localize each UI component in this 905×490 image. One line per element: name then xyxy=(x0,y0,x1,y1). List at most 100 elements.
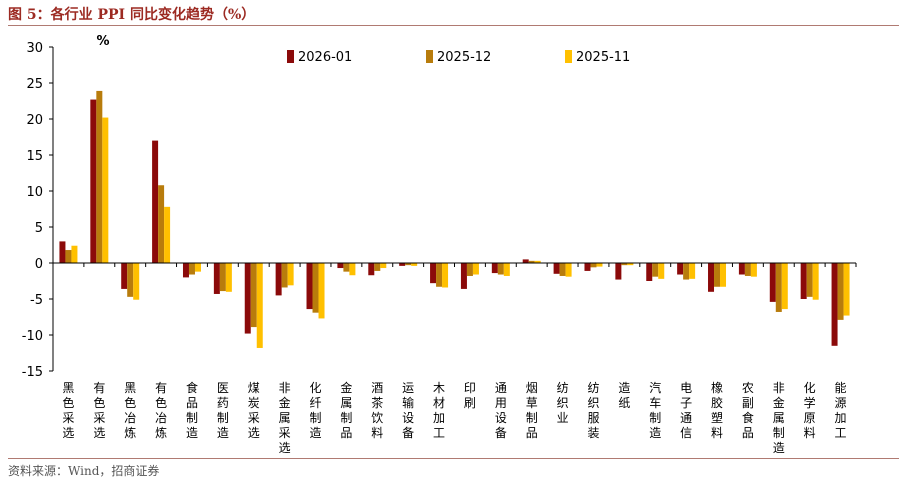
bar-2025-12-医药制造 xyxy=(219,263,226,292)
y-tick-label: 30 xyxy=(26,41,43,56)
y-tick-label: 25 xyxy=(26,77,43,92)
bar-2026-01-有色冶炼 xyxy=(152,140,159,263)
legend-swatch-2026-01 xyxy=(287,50,294,63)
bar-2025-12-电子通信 xyxy=(683,263,690,280)
bar-2025-12-运输设备 xyxy=(405,263,412,266)
legend-label-2025-12: 2025-12 xyxy=(437,50,491,65)
bar-2025-11-汽车制造 xyxy=(658,263,665,279)
bar-2025-11-食品制造 xyxy=(194,263,201,272)
bar-2025-12-有色冶炼 xyxy=(158,185,165,263)
bar-2026-01-木材加工 xyxy=(430,263,437,284)
y-tick-label: -10 xyxy=(22,329,43,344)
category-label: 食品制造 xyxy=(186,380,198,440)
ppi-bar-chart: -15 -10 -5 0 5 10 15 20 25 30 黑色采选 有色采选 黑色冶炼 有色冶炼 食品制造… xyxy=(22,34,857,455)
category-label: 汽车制造 xyxy=(649,380,661,440)
y-tick-label: 20 xyxy=(26,113,43,128)
bar-2025-11-黑色冶炼 xyxy=(133,263,140,300)
bar-2026-01-造纸 xyxy=(615,263,622,280)
y-tick-label: -5 xyxy=(30,293,43,308)
bar-2025-11-黑色采选 xyxy=(71,245,78,263)
legend-swatch-2025-12 xyxy=(426,50,433,63)
category-label: 非金属制造 xyxy=(773,381,785,455)
category-label: 有色采选 xyxy=(93,381,105,440)
bottom-rule xyxy=(8,458,899,459)
bar-2025-11-印刷 xyxy=(472,263,479,275)
unit-label: % xyxy=(96,34,109,49)
y-tick-label: 0 xyxy=(35,257,43,272)
bar-2026-01-非金属制造 xyxy=(769,263,776,302)
bar-2026-01-非金属采选 xyxy=(275,263,282,296)
bar-2025-12-纺织服装 xyxy=(590,263,597,268)
bar-2026-01-纺织服装 xyxy=(584,263,591,271)
bar-2026-01-印刷 xyxy=(460,263,467,289)
bar-2026-01-煤炭采选 xyxy=(244,263,251,334)
bar-2025-12-能源加工 xyxy=(837,263,844,320)
category-label: 金属制品 xyxy=(340,380,352,440)
category-label: 运输设备 xyxy=(402,381,414,440)
bar-2025-11-煤炭采选 xyxy=(256,263,263,348)
bar-2026-01-化学原料 xyxy=(800,263,807,299)
category-label: 黑色采选 xyxy=(62,381,74,440)
category-label: 木材加工 xyxy=(433,381,445,440)
bar-2025-11-有色冶炼 xyxy=(164,206,171,263)
bar-2025-11-非金属制造 xyxy=(781,263,788,310)
bar-2025-11-运输设备 xyxy=(411,263,418,266)
source-note: 资料来源：Wind，招商证券 xyxy=(8,464,160,478)
category-label: 非金属采选 xyxy=(279,381,291,455)
bar-2025-11-化纤制造 xyxy=(318,263,325,319)
bar-2026-01-通用设备 xyxy=(491,263,498,274)
bar-2025-12-酒茶饮料 xyxy=(374,263,381,271)
bar-2025-11-电子通信 xyxy=(689,263,696,279)
bar-2025-12-食品制造 xyxy=(188,263,195,275)
category-label: 电子通信 xyxy=(680,381,692,440)
y-tick-label: 10 xyxy=(26,185,43,200)
bar-2026-01-能源加工 xyxy=(831,263,838,346)
category-label: 橡胶塑料 xyxy=(711,381,723,440)
y-tick-label: 15 xyxy=(26,149,43,164)
category-label: 有色冶炼 xyxy=(155,381,167,440)
bar-2025-11-能源加工 xyxy=(843,263,850,316)
bar-2025-11-通用设备 xyxy=(503,263,510,276)
y-tick-label: 5 xyxy=(35,221,43,236)
category-label: 黑色冶炼 xyxy=(124,381,136,440)
bar-2026-01-金属制品 xyxy=(337,263,344,269)
bar-2026-01-食品制造 xyxy=(182,263,189,278)
bar-2026-01-橡胶塑料 xyxy=(708,263,715,292)
bar-2026-01-化纤制造 xyxy=(306,263,313,310)
bar-2025-12-非金属采选 xyxy=(281,263,288,288)
bar-2025-12-纺织业 xyxy=(559,263,566,276)
bar-2025-12-木材加工 xyxy=(436,263,443,287)
category-label: 农副食品 xyxy=(742,381,754,440)
bar-2025-11-纺织业 xyxy=(565,263,572,277)
category-label: 化学原料 xyxy=(804,381,816,440)
bar-2025-12-黑色采选 xyxy=(65,250,72,263)
bar-2025-12-煤炭采选 xyxy=(250,263,257,328)
bar-2025-12-化学原料 xyxy=(806,263,813,297)
bar-2025-11-非金属采选 xyxy=(287,263,294,286)
legend-label-2025-11: 2025-11 xyxy=(576,50,630,65)
bar-2025-12-印刷 xyxy=(466,263,473,276)
category-label: 通用设备 xyxy=(495,381,507,440)
bar-2025-11-化学原料 xyxy=(812,263,819,300)
bar-2025-11-橡胶塑料 xyxy=(720,263,727,287)
bar-2025-12-汽车制造 xyxy=(652,263,659,277)
category-label: 纺织服装 xyxy=(587,381,599,440)
bar-2025-12-通用设备 xyxy=(497,263,504,275)
bar-2025-11-烟草制品 xyxy=(534,260,541,263)
bar-2026-01-农副食品 xyxy=(738,263,745,275)
bar-2025-12-有色采选 xyxy=(96,90,103,263)
y-tick-label: -15 xyxy=(22,365,43,380)
bar-2025-12-化纤制造 xyxy=(312,263,319,313)
bar-2025-11-木材加工 xyxy=(442,263,449,288)
bar-2025-11-金属制品 xyxy=(349,263,356,276)
category-label: 煤炭采选 xyxy=(248,381,260,440)
bar-2026-01-烟草制品 xyxy=(522,259,529,263)
category-label: 造纸 xyxy=(618,381,630,410)
bar-2025-11-酒茶饮料 xyxy=(380,263,387,269)
bar-2025-12-黑色冶炼 xyxy=(127,263,134,297)
top-rule xyxy=(8,25,899,26)
bar-2025-11-纺织服装 xyxy=(596,263,603,267)
category-label: 医药制造 xyxy=(217,381,229,440)
bar-2026-01-汽车制造 xyxy=(646,263,653,281)
bar-2025-12-造纸 xyxy=(621,263,628,266)
